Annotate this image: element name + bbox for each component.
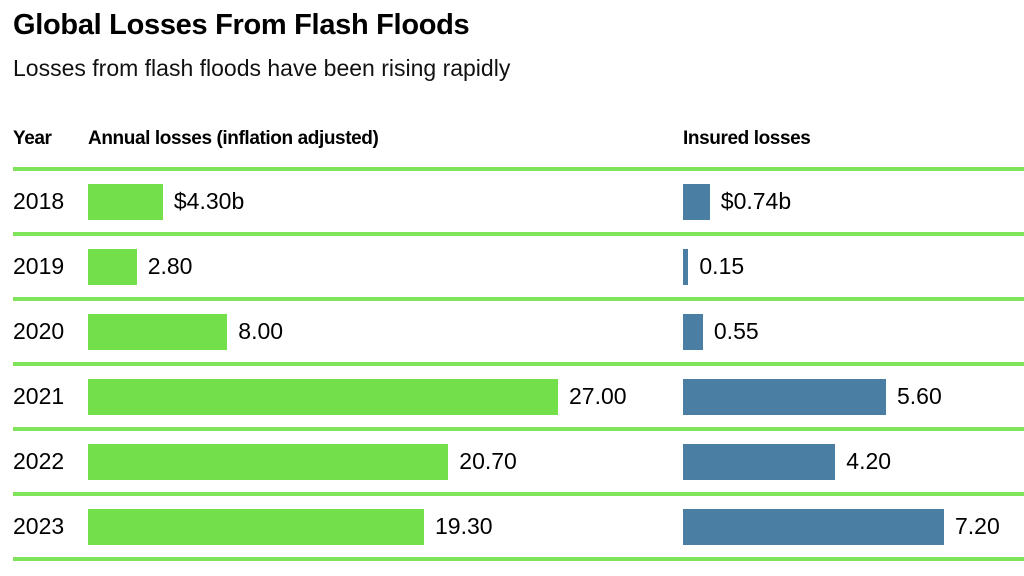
- annual-losses-value: 2.80: [147, 253, 193, 279]
- insured-losses-cell: 0.15: [683, 248, 1024, 285]
- annual-losses-value: 19.30: [435, 513, 493, 539]
- table-row: 2023 19.30 7.20: [13, 496, 1024, 561]
- annual-losses-cell: 8.00: [88, 313, 683, 350]
- chart-subtitle: Losses from flash floods have been risin…: [13, 55, 511, 81]
- year-label: 2019: [13, 253, 65, 279]
- column-header-annual-losses: Annual losses (inflation adjusted): [88, 128, 379, 149]
- annual-losses-cell: 27.00: [88, 378, 683, 415]
- insured-losses-cell: 0.55: [683, 313, 1024, 350]
- year-label: 2018: [13, 188, 65, 214]
- table-header-row: Year Annual losses (inflation adjusted) …: [13, 106, 1024, 171]
- insured-losses-bar: [683, 183, 710, 220]
- table-row: 2022 20.70 4.20: [13, 431, 1024, 496]
- annual-losses-bar: [88, 313, 228, 350]
- losses-table: Year Annual losses (inflation adjusted) …: [13, 106, 1024, 561]
- insured-losses-cell: 7.20: [683, 508, 1024, 545]
- annual-losses-value: 8.00: [238, 318, 284, 344]
- annual-losses-cell: 20.70: [88, 443, 683, 480]
- table-body: 2018 $4.30b $0.74b 2019 2.80 0.15 2020 8.00 0.55…: [13, 171, 1024, 561]
- annual-losses-value: 20.70: [459, 448, 517, 474]
- insured-losses-cell: 4.20: [683, 443, 1024, 480]
- insured-losses-bar: [683, 248, 689, 285]
- year-label: 2021: [13, 383, 65, 409]
- year-label: 2022: [13, 448, 65, 474]
- insured-losses-cell: 5.60: [683, 378, 1024, 415]
- insured-losses-value: 0.55: [713, 318, 759, 344]
- insured-losses-value: $0.74b: [720, 188, 792, 214]
- insured-losses-bar: [683, 313, 703, 350]
- insured-losses-bar: [683, 443, 836, 480]
- annual-losses-bar: [88, 508, 424, 545]
- insured-losses-cell: $0.74b: [683, 183, 1024, 220]
- table-row: 2020 8.00 0.55: [13, 301, 1024, 366]
- annual-losses-bar: [88, 378, 558, 415]
- annual-losses-value: $4.30b: [173, 188, 245, 214]
- insured-losses-value: 7.20: [955, 513, 1000, 539]
- table-row: 2019 2.80 0.15: [13, 236, 1024, 301]
- insured-losses-bar: [683, 378, 886, 415]
- annual-losses-cell: 2.80: [88, 248, 683, 285]
- column-header-year: Year: [13, 128, 52, 149]
- insured-losses-value: 0.15: [699, 253, 745, 279]
- annual-losses-cell: $4.30b: [88, 183, 683, 220]
- annual-losses-bar: [88, 183, 163, 220]
- insured-losses-value: 5.60: [897, 383, 942, 409]
- table-row: 2018 $4.30b $0.74b: [13, 171, 1024, 236]
- annual-losses-bar: [88, 443, 449, 480]
- insured-losses-bar: [683, 508, 944, 545]
- year-label: 2020: [13, 318, 65, 344]
- table-row: 2021 27.00 5.60: [13, 366, 1024, 431]
- column-header-insured-losses: Insured losses: [683, 128, 811, 149]
- annual-losses-value: 27.00: [569, 383, 627, 409]
- chart-title: Global Losses From Flash Floods: [13, 9, 470, 41]
- year-label: 2023: [13, 513, 65, 539]
- annual-losses-bar: [88, 248, 137, 285]
- annual-losses-cell: 19.30: [88, 508, 683, 545]
- insured-losses-value: 4.20: [846, 448, 892, 474]
